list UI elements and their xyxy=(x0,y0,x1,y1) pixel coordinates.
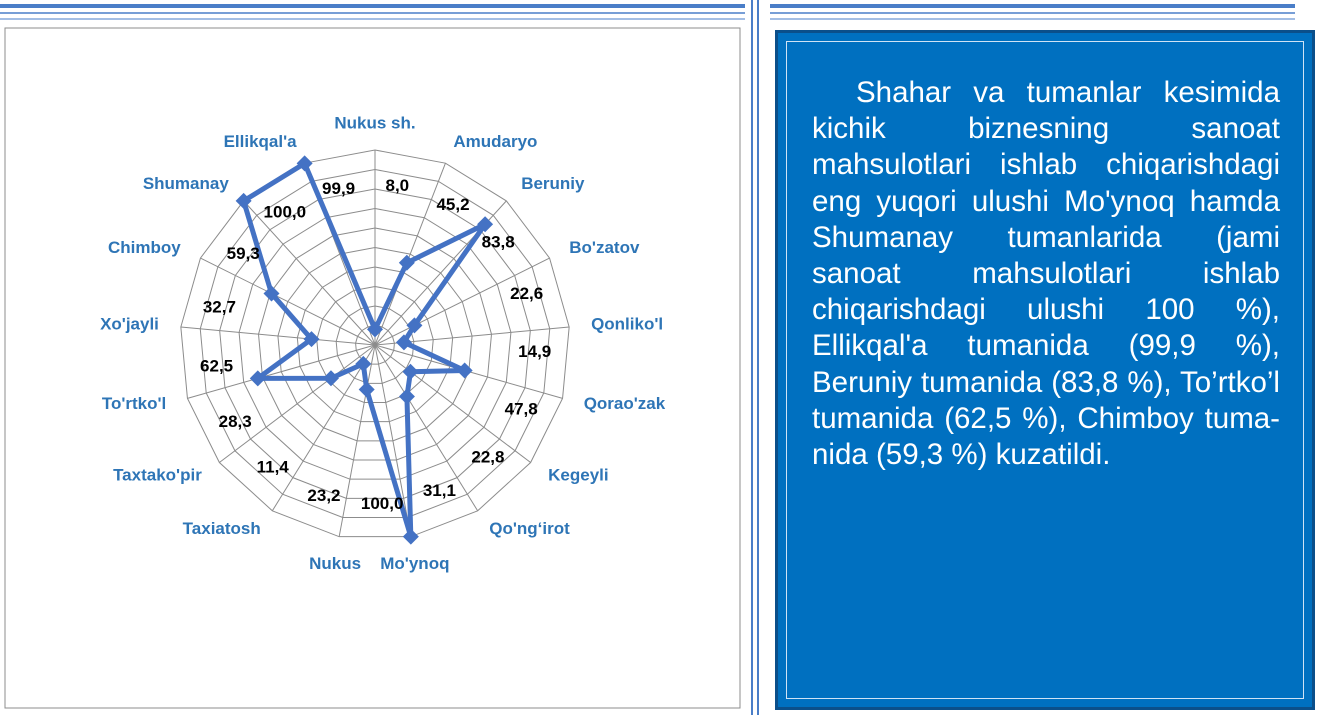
value-label: 100,0 xyxy=(264,202,307,221)
category-label: Taxiatosh xyxy=(183,519,261,538)
value-label: 45,2 xyxy=(436,195,469,214)
value-label: 28,3 xyxy=(219,412,252,431)
marker xyxy=(402,363,419,380)
grid-ring xyxy=(257,227,493,461)
grid-ring xyxy=(180,149,570,538)
grid-ring xyxy=(316,285,434,404)
marker xyxy=(367,321,383,338)
value-label: 62,5 xyxy=(200,356,233,375)
marker xyxy=(398,254,415,271)
spoke xyxy=(200,257,376,346)
value-label: 14,9 xyxy=(518,342,551,361)
category-label: Nukus xyxy=(309,554,361,573)
spoke xyxy=(243,200,376,346)
spoke xyxy=(219,344,376,463)
category-label: Ellikqal'a xyxy=(224,132,298,151)
marker xyxy=(456,362,473,379)
marker xyxy=(322,370,339,387)
chart: Nukus sh. 8,0 Amudaryo 45,2 Beruniy 83,8 Bo'za… xyxy=(0,0,759,715)
category-label: Taxtako'pir xyxy=(113,465,202,484)
marker xyxy=(395,334,412,351)
text-box-border xyxy=(786,41,1304,699)
category-label: Qorao'zak xyxy=(584,394,666,413)
marker xyxy=(477,216,494,233)
marker xyxy=(296,155,313,172)
spoke xyxy=(374,344,479,512)
category-label: Amudaryo xyxy=(453,132,537,151)
marker xyxy=(355,355,372,372)
spoke xyxy=(374,162,446,346)
spoke xyxy=(374,257,550,346)
value-label: 32,7 xyxy=(203,298,236,317)
marker xyxy=(263,285,280,302)
top-rule-right xyxy=(770,4,1295,20)
grid-ring xyxy=(219,188,531,499)
category-label: Mo'ynoq xyxy=(380,554,449,573)
category-label: Beruniy xyxy=(521,174,585,193)
spoke xyxy=(187,344,376,399)
spoke xyxy=(271,344,376,512)
grid-ring xyxy=(238,207,512,480)
marker xyxy=(249,370,266,387)
value-label: 99,9 xyxy=(322,179,355,198)
grid-ring xyxy=(277,246,473,442)
value-label: 8,0 xyxy=(385,176,409,195)
category-label: Nukus sh. xyxy=(334,113,415,132)
marker xyxy=(406,317,423,334)
category-label: Qo'ng‘irot xyxy=(489,519,570,538)
category-label: Qonliko'l xyxy=(591,314,663,333)
spoke xyxy=(338,344,376,537)
value-label: 100,0 xyxy=(361,494,404,513)
value-label: 23,2 xyxy=(307,486,340,505)
text-box-text: Shahar va tumanlar kesimida kichik bizne… xyxy=(812,76,1280,472)
spoke xyxy=(180,326,376,346)
text-box: Shahar va tumanlar kesimida kichik bizne… xyxy=(775,30,1315,710)
marker xyxy=(402,528,419,545)
value-label: 31,1 xyxy=(423,481,456,500)
chart-frame xyxy=(4,27,741,709)
series-line xyxy=(241,160,488,540)
category-label: Xo'jayli xyxy=(100,314,159,333)
value-label: 11,4 xyxy=(257,457,290,476)
marker xyxy=(235,192,252,209)
value-label: 47,8 xyxy=(505,399,538,418)
value-label: 59,3 xyxy=(227,244,260,263)
grid-ring xyxy=(199,168,551,519)
value-label: 22,8 xyxy=(471,448,504,467)
category-label: Kegeyli xyxy=(548,465,608,484)
category-label: Bo'zatov xyxy=(569,238,640,257)
marker xyxy=(358,381,375,398)
marker xyxy=(398,388,415,405)
value-label: 22,6 xyxy=(510,284,543,303)
value-label: 83,8 xyxy=(482,233,515,252)
category-label: Chimboy xyxy=(108,238,181,257)
category-label: To'rtko'l xyxy=(102,394,166,413)
category-label: Shumanay xyxy=(143,174,230,193)
grid-ring xyxy=(355,324,395,365)
spoke xyxy=(374,344,412,537)
spoke xyxy=(374,344,531,463)
marker xyxy=(303,331,320,348)
